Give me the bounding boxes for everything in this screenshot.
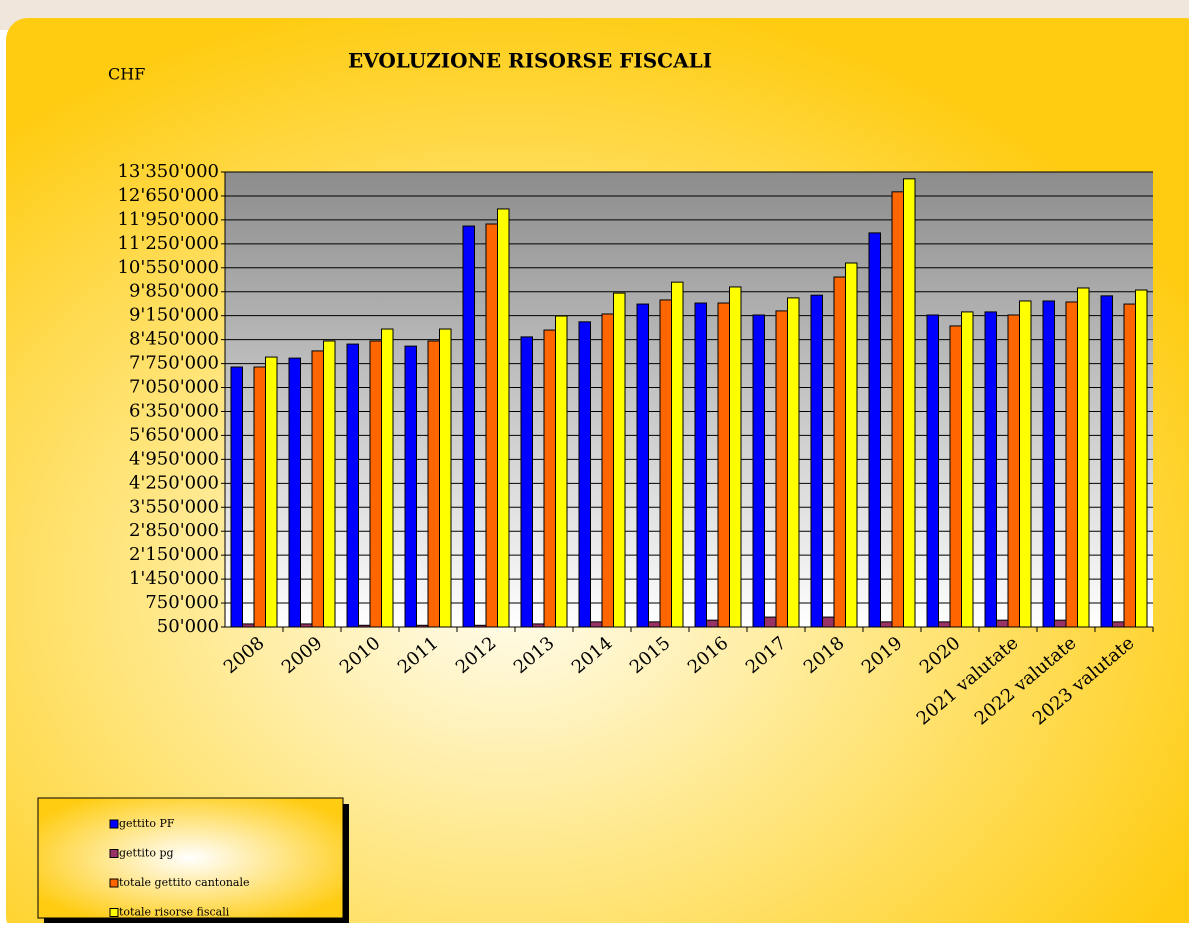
y-tick-label: 5'650'000 [129, 424, 219, 445]
y-tick-label: 750'000 [145, 592, 219, 613]
legend-label: totale risorse fiscali [119, 906, 230, 919]
legend-label: totale gettito cantonale [119, 876, 250, 889]
legend [37, 797, 344, 919]
bar [520, 336, 533, 628]
y-tick-label: 6'350'000 [129, 400, 219, 421]
bar [949, 325, 962, 628]
y-tick-label: 7'050'000 [129, 377, 219, 398]
bar [346, 343, 359, 628]
bar [717, 302, 730, 628]
bar [416, 624, 429, 628]
bar [590, 621, 603, 628]
bar [1019, 300, 1032, 628]
bar [636, 303, 649, 628]
bar [787, 297, 800, 628]
legend-swatch [109, 849, 119, 858]
legend-swatch [109, 908, 119, 917]
bar [555, 315, 568, 628]
y-tick-label: 8'450'000 [129, 329, 219, 350]
bar [543, 329, 556, 628]
y-tick-label: 9'850'000 [129, 281, 219, 302]
chart-title: EVOLUZIONE RISORSE FISCALI [348, 49, 712, 73]
bar [613, 292, 626, 628]
bar [1007, 314, 1020, 628]
bar [833, 276, 846, 628]
bar [601, 313, 614, 628]
y-tick-label: 2'150'000 [129, 544, 219, 565]
bar [1054, 619, 1067, 628]
bar [706, 619, 719, 628]
bar [903, 178, 916, 628]
bar [648, 621, 661, 628]
bar [288, 357, 301, 628]
bar [462, 225, 475, 628]
bar [671, 281, 684, 628]
bar [868, 232, 881, 628]
bar [880, 621, 893, 628]
bar [1112, 621, 1125, 628]
bar [532, 623, 545, 628]
bar [996, 619, 1009, 628]
y-tick-label: 1'450'000 [129, 568, 219, 589]
bar [474, 624, 487, 628]
bar [230, 366, 243, 628]
y-tick-label: 50'000 [157, 616, 219, 637]
bar [694, 302, 707, 628]
bar [381, 328, 394, 628]
y-tick-label: 11'250'000 [117, 233, 219, 254]
y-tick-label: 12'650'000 [117, 185, 219, 206]
bar [578, 321, 591, 628]
bar [311, 350, 324, 628]
bar [764, 616, 777, 628]
y-tick-label: 4'950'000 [129, 448, 219, 469]
bar [369, 340, 382, 628]
bar [961, 311, 974, 628]
bar [485, 223, 498, 628]
bar [810, 294, 823, 628]
y-tick-label: 2'850'000 [129, 520, 219, 541]
bar [822, 616, 835, 628]
bar [439, 328, 452, 628]
bar [845, 262, 858, 628]
bar [1042, 300, 1055, 628]
bar [404, 345, 417, 628]
bar [1077, 287, 1090, 628]
y-tick-label: 13'350'000 [117, 161, 219, 182]
bar [1123, 303, 1136, 628]
bar [1135, 289, 1148, 628]
legend-label: gettito PF [119, 817, 175, 830]
bar [659, 299, 672, 628]
y-tick-label: 3'550'000 [129, 496, 219, 517]
bar [1100, 295, 1113, 628]
bar [323, 340, 336, 628]
bar [938, 621, 951, 628]
bar [427, 340, 440, 628]
bar [1065, 301, 1078, 628]
bar [891, 191, 904, 628]
bar [752, 314, 765, 628]
bar [775, 310, 788, 628]
bar [926, 314, 939, 628]
bar [300, 623, 313, 628]
legend-swatch [109, 819, 119, 829]
y-tick-label: 4'250'000 [129, 472, 219, 493]
bar [497, 208, 510, 628]
bar [242, 623, 255, 628]
y-tick-label: 10'550'000 [117, 257, 219, 278]
y-tick-label: 7'750'000 [129, 353, 219, 374]
legend-swatch [109, 878, 119, 888]
bar [253, 366, 266, 628]
unit-label: CHF [108, 65, 145, 84]
bar [265, 356, 278, 628]
legend-label: gettito pg [119, 847, 174, 860]
y-tick-label: 9'150'000 [129, 305, 219, 326]
bar [358, 624, 371, 628]
bar [984, 311, 997, 628]
y-tick-label: 11'950'000 [117, 209, 219, 230]
bar [729, 286, 742, 628]
